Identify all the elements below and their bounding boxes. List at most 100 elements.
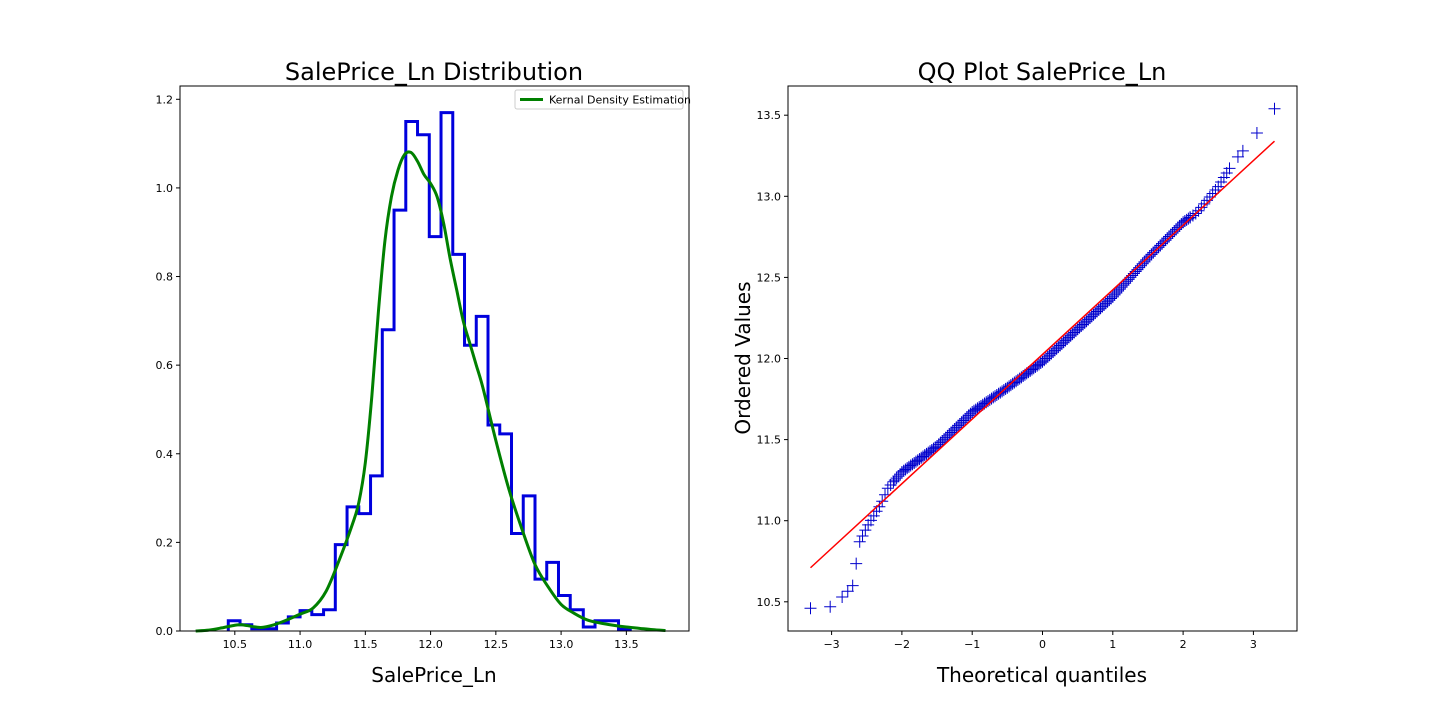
qq-point xyxy=(1182,212,1195,225)
histogram-marks xyxy=(195,111,666,633)
qq-point xyxy=(841,585,854,598)
histogram-ytick-label: 1.0 xyxy=(156,182,174,195)
qq-xtick-label: −3 xyxy=(823,638,839,651)
qq-point xyxy=(824,600,837,613)
qq-point xyxy=(1236,144,1249,157)
qq-point xyxy=(881,482,894,495)
qq-point xyxy=(804,602,817,615)
histogram-xtick-label: 12.0 xyxy=(418,638,443,651)
qq-xtick-label: 0 xyxy=(1039,638,1046,651)
histogram-ytick-label: 0.8 xyxy=(156,271,174,284)
qq-point xyxy=(1166,226,1179,239)
histogram-ytick-label: 0.2 xyxy=(156,536,174,549)
qq-point xyxy=(957,414,970,427)
qq-point xyxy=(946,424,959,437)
histogram-ytick-label: 1.2 xyxy=(156,93,174,106)
qq-point xyxy=(943,428,956,441)
kde-line xyxy=(195,150,666,633)
legend-label: Kernal Density Estimation xyxy=(549,94,691,107)
histogram-ytick-label: 0.0 xyxy=(156,625,174,638)
qq-point xyxy=(941,429,954,442)
qq-point xyxy=(934,436,947,449)
qq-point xyxy=(987,391,1000,404)
qq-point xyxy=(846,579,859,592)
qq-point xyxy=(948,423,961,436)
qq-xtick-label: 1 xyxy=(1109,638,1116,651)
qq-point xyxy=(1250,127,1263,140)
qq-point xyxy=(850,557,863,570)
qq-ytick-label: 13.0 xyxy=(757,190,782,203)
qq-point xyxy=(1220,166,1233,179)
qq-xlabel: Theoretical quantiles xyxy=(936,663,1147,687)
qq-ytick-label: 11.5 xyxy=(757,434,782,447)
qq-ticks: −3 −2 −1 0 1 2 3 10.5 11.0 11.5 12.0 12.5 13.0 13.5 xyxy=(757,109,1257,651)
qq-point xyxy=(960,411,973,424)
qq-point xyxy=(1178,215,1191,228)
histogram-ytick-label: 0.6 xyxy=(156,359,174,372)
qq-point xyxy=(1217,171,1230,184)
qq-title: QQ Plot SalePrice_Ln xyxy=(918,58,1167,86)
qq-point xyxy=(887,475,900,488)
qq-point xyxy=(1173,219,1186,232)
qq-fit-line xyxy=(809,140,1276,569)
qq-point xyxy=(955,416,968,429)
qq-point xyxy=(1209,184,1222,197)
qq-marks xyxy=(804,102,1281,615)
qq-xtick-label: 3 xyxy=(1250,638,1257,651)
histogram-xtick-label: 11.0 xyxy=(288,638,313,651)
histogram-subplot: SalePrice_Ln Distribution 10.5 11.0 11.5 12… xyxy=(156,58,691,687)
histogram-title: SalePrice_Ln Distribution xyxy=(285,58,583,86)
qq-point xyxy=(873,500,886,513)
qq-point xyxy=(1212,180,1225,193)
qq-point xyxy=(1164,228,1177,241)
qq-point xyxy=(1223,162,1236,175)
qq-ytick-label: 12.5 xyxy=(757,271,782,284)
qq-point xyxy=(990,388,1003,401)
qq-point xyxy=(938,433,951,446)
qq-point xyxy=(952,419,965,432)
qq-ylabel: Ordered Values xyxy=(731,281,755,434)
qq-xtick-label: 2 xyxy=(1180,638,1187,651)
histogram-xtick-label: 11.5 xyxy=(353,638,378,651)
qq-ytick-label: 10.5 xyxy=(757,596,782,609)
qq-ytick-label: 13.5 xyxy=(757,109,782,122)
qq-point xyxy=(1231,150,1244,163)
qq-ytick-label: 11.0 xyxy=(757,515,782,528)
histogram-ticks: 10.5 11.0 11.5 12.0 12.5 13.0 13.5 0.0 0.2 0.4 0.6… xyxy=(156,93,639,651)
qq-point xyxy=(945,426,958,439)
histogram-xtick-label: 12.5 xyxy=(484,638,509,651)
legend-box xyxy=(514,89,684,110)
histogram-xtick-label: 10.5 xyxy=(223,638,248,651)
qq-point xyxy=(959,412,972,425)
qq-point xyxy=(1215,176,1228,189)
legend: Kernal Density Estimation xyxy=(514,89,691,110)
qq-point xyxy=(867,509,880,522)
qq-point xyxy=(1161,232,1174,245)
qq-point xyxy=(1195,201,1208,214)
qq-point xyxy=(1171,221,1184,234)
qq-xtick-label: −1 xyxy=(964,638,980,651)
qq-point xyxy=(1198,197,1211,210)
qq-point xyxy=(939,431,952,444)
qq-ytick-label: 12.0 xyxy=(757,353,782,366)
histogram-xlabel: SalePrice_Ln xyxy=(371,663,496,687)
qq-point xyxy=(859,524,872,537)
qq-point xyxy=(1170,223,1183,236)
histogram-xtick-label: 13.0 xyxy=(549,638,574,651)
qq-point xyxy=(971,402,984,415)
qq-point xyxy=(1201,194,1214,207)
qq-xtick-label: −2 xyxy=(894,638,910,651)
histogram-ytick-label: 0.4 xyxy=(156,448,174,461)
qq-point xyxy=(936,434,949,447)
histogram-step xyxy=(226,111,632,631)
qq-point xyxy=(973,401,986,414)
qq-point xyxy=(989,390,1002,403)
qq-point xyxy=(953,417,966,430)
histogram-xtick-label: 13.5 xyxy=(614,638,639,651)
qq-point xyxy=(1268,102,1281,115)
qq-subplot: QQ Plot SalePrice_Ln −3 −2 −1 0 1 2 3 10.5 11.0 1… xyxy=(731,58,1298,687)
qq-point xyxy=(862,518,875,531)
qq-point xyxy=(864,514,877,527)
qq-point xyxy=(1168,225,1181,238)
